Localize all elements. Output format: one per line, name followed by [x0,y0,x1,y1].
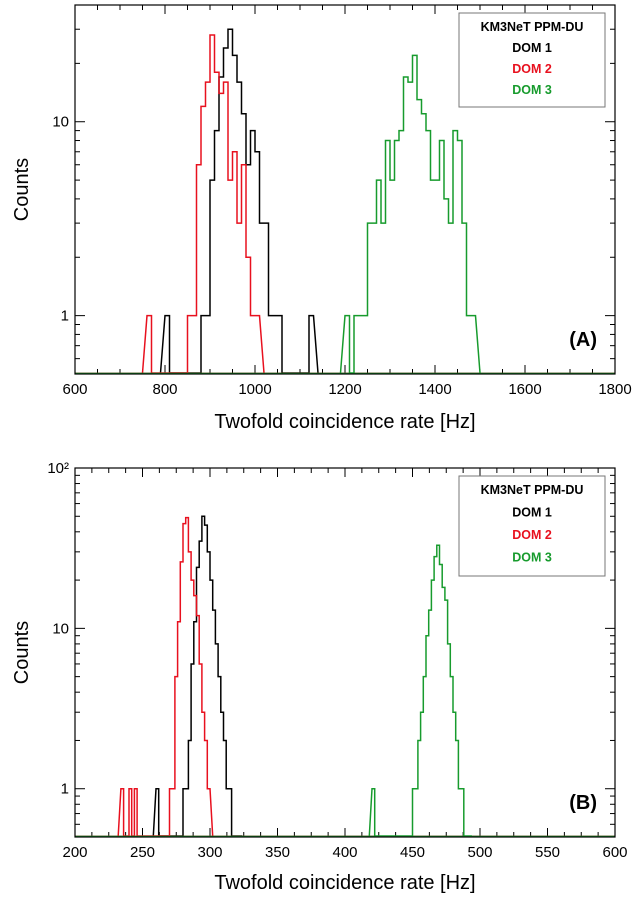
legend-entry-3: DOM 3 [512,551,552,565]
y-tick-label: 10 [52,620,69,637]
x-axis-title: Twofold coincidence rate [Hz] [214,872,475,894]
x-tick-label: 300 [197,844,222,861]
panel-b: 200 250 300 350 400 450 500 550 600 1 10 10² Twofold… [11,460,628,894]
y-axis-title: Counts [11,158,33,221]
series-0-histogram [152,515,243,837]
x-tick-label: 1400 [418,381,451,398]
series-0-histogram [159,28,319,374]
y-tick-label: 1 [61,781,69,798]
legend-entry-2: DOM 2 [512,62,552,76]
panel-label: (A) [569,329,597,351]
series-2-histogram [368,544,472,837]
plot-frame [74,4,616,375]
x-tick-label: 1600 [508,381,541,398]
x-tick-label: 1200 [328,381,361,398]
legend-title: KM3NeT PPM-DU [481,483,584,497]
x-tick-label: 450 [400,844,425,861]
legend-entry-1: DOM 1 [512,41,552,55]
y-axis-title: Counts [11,621,33,684]
legend-title: KM3NeT PPM-DU [481,20,584,34]
x-tick-label: 600 [602,844,627,861]
legend-box [458,12,606,108]
plot-frame [74,467,616,838]
x-tick-label: 200 [62,844,87,861]
legend-entry-1: DOM 1 [512,506,552,520]
panel-a: 600 800 1000 1200 1400 1600 1800 1 10 Twofold coi… [11,4,632,433]
panel-label: (B) [569,792,597,814]
x-tick-label: 800 [152,381,177,398]
x-tick-label: 350 [265,844,290,861]
x-tick-label: 550 [535,844,560,861]
legend-entry-3: DOM 3 [512,83,552,97]
series-2-histogram [339,54,481,374]
series-1-histogram [141,34,265,374]
y-tick-label: 1 [61,308,69,325]
y-tick-label: 10 [52,114,69,131]
x-axis-title: Twofold coincidence rate [Hz] [214,411,475,433]
legend-entry-2: DOM 2 [512,528,552,542]
x-tick-label: 400 [332,844,357,861]
legend-box [458,475,606,577]
x-tick-label: 1800 [598,381,631,398]
x-tick-label: 250 [130,844,155,861]
y-tick-label: 10² [47,460,69,477]
x-tick-label: 500 [467,844,492,861]
x-tick-label: 1000 [238,381,271,398]
x-tick-label: 600 [62,381,87,398]
